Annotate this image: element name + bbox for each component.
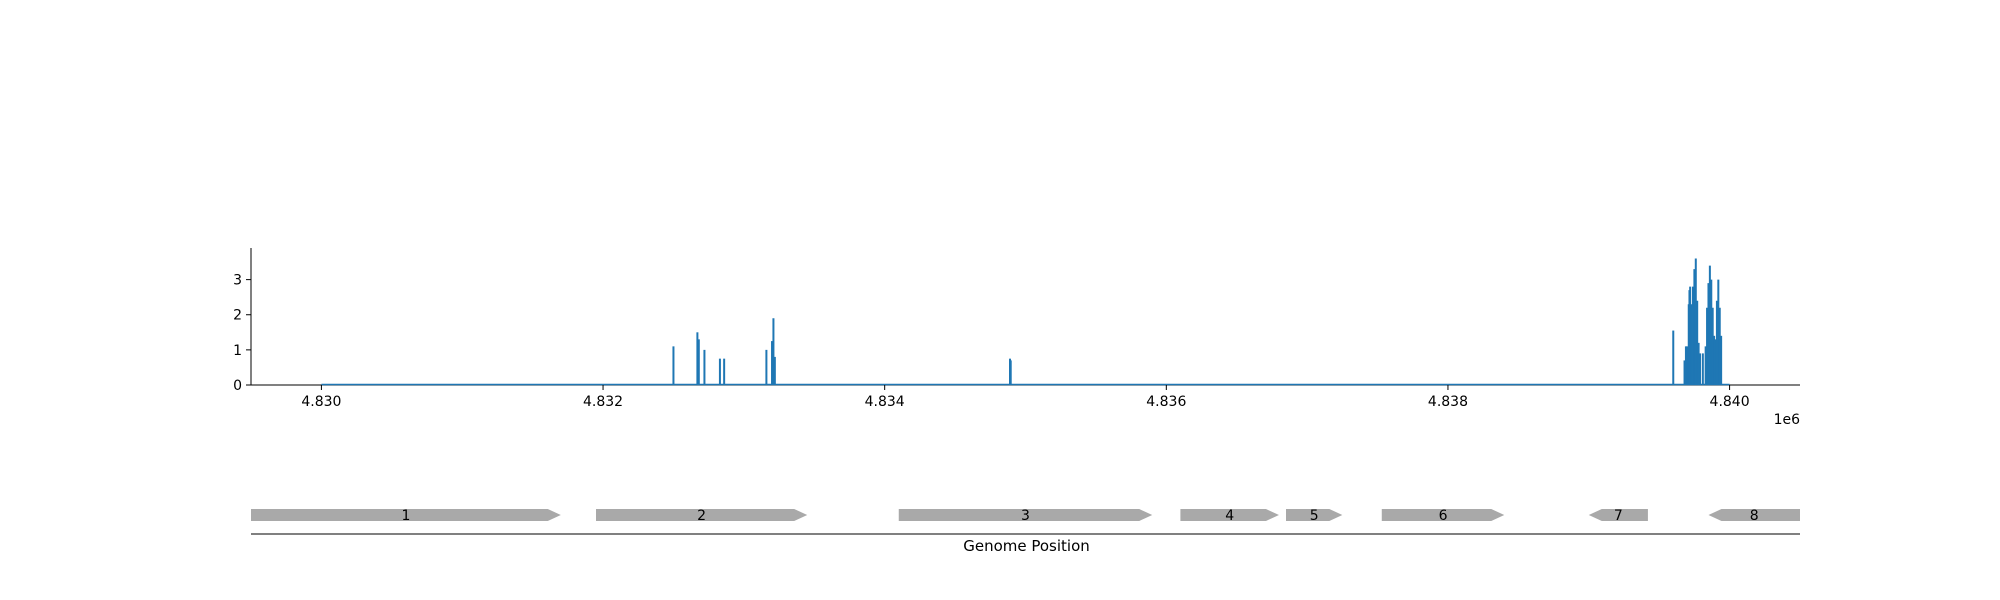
x-ticks: 4.830 4.832 4.834 4.836 4.838 4.840 (301, 385, 1750, 410)
gene-arrow (1588, 509, 1648, 521)
gene-arrow (898, 509, 1153, 521)
x-tick-label: 4.832 (583, 394, 623, 410)
gene-arrow (1708, 509, 1800, 521)
gene-arrow (1286, 509, 1343, 521)
y-tick-label: 0 (233, 378, 242, 394)
x-tick-label: 4.838 (1428, 394, 1468, 410)
gene-label: 6 (1439, 508, 1448, 524)
y-tick-label: 3 (233, 273, 242, 289)
gene-arrow (1180, 509, 1279, 521)
y-ticks: 0 1 2 3 (233, 273, 251, 394)
gene-label: 2 (697, 508, 706, 524)
gene-arrows: 1 2 3 4 5 6 7 8 (251, 508, 1800, 524)
x-axis-title: Genome Position (963, 537, 1090, 555)
gene-label: 7 (1614, 508, 1623, 524)
gene-label: 5 (1310, 508, 1319, 524)
gene-label: 4 (1225, 508, 1234, 524)
gene-label: 3 (1021, 508, 1030, 524)
coverage-bars (672, 258, 1723, 385)
gene-arrow (1381, 509, 1505, 521)
gene-arrow (596, 509, 808, 521)
y-tick-label: 1 (233, 343, 242, 359)
x-tick-label: 4.840 (1710, 394, 1750, 410)
x-tick-label: 4.834 (865, 394, 905, 410)
gene-label: 8 (1750, 508, 1759, 524)
x-offset-label: 1e6 (1774, 412, 1801, 428)
gene-arrow (251, 509, 561, 521)
coverage-panel: 4.830 4.832 4.834 4.836 4.838 4.840 0 1 2 3 1e6 (233, 248, 1800, 428)
gene-label: 1 (401, 508, 410, 524)
x-tick-label: 4.830 (301, 394, 341, 410)
y-tick-label: 2 (233, 308, 242, 324)
x-tick-label: 4.836 (1146, 394, 1186, 410)
gene-map-panel: 1 2 3 4 5 6 7 8 Genome Position (251, 508, 1800, 555)
